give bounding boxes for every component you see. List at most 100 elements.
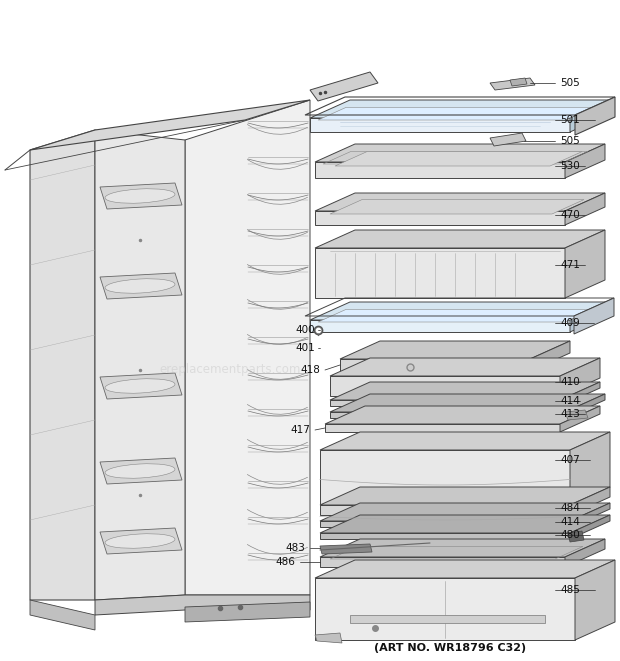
Ellipse shape	[105, 279, 175, 293]
Polygon shape	[530, 341, 570, 371]
Text: 417: 417	[290, 425, 310, 435]
Polygon shape	[330, 394, 605, 412]
Polygon shape	[575, 97, 615, 135]
Polygon shape	[490, 78, 535, 90]
Polygon shape	[30, 130, 95, 600]
Text: 409: 409	[560, 318, 580, 328]
Polygon shape	[565, 193, 605, 225]
Polygon shape	[30, 100, 310, 150]
Polygon shape	[95, 130, 185, 600]
Polygon shape	[315, 144, 605, 162]
Ellipse shape	[105, 189, 175, 203]
Polygon shape	[320, 544, 372, 554]
Text: 484: 484	[560, 503, 580, 513]
Text: 485: 485	[560, 585, 580, 595]
Polygon shape	[570, 432, 610, 505]
Text: 505: 505	[560, 136, 580, 146]
Text: 413: 413	[560, 409, 580, 419]
Polygon shape	[100, 273, 182, 299]
Text: 407: 407	[560, 455, 580, 465]
Polygon shape	[325, 406, 600, 424]
Polygon shape	[320, 515, 610, 533]
Polygon shape	[560, 382, 600, 406]
Polygon shape	[100, 458, 182, 484]
Polygon shape	[100, 373, 182, 399]
Polygon shape	[30, 600, 95, 630]
Polygon shape	[330, 400, 560, 406]
Polygon shape	[565, 410, 588, 420]
Polygon shape	[570, 100, 610, 132]
Text: 470: 470	[560, 210, 580, 220]
Polygon shape	[565, 539, 605, 567]
Polygon shape	[570, 487, 610, 515]
Polygon shape	[100, 528, 182, 554]
Text: 501: 501	[560, 115, 580, 125]
Polygon shape	[315, 211, 565, 225]
Polygon shape	[315, 578, 575, 640]
Polygon shape	[185, 100, 310, 595]
Text: 418: 418	[300, 365, 320, 375]
Polygon shape	[510, 78, 527, 86]
Text: 410: 410	[560, 377, 580, 387]
Polygon shape	[320, 487, 610, 505]
Polygon shape	[335, 151, 582, 166]
Polygon shape	[570, 302, 610, 332]
Polygon shape	[320, 505, 570, 515]
Ellipse shape	[105, 379, 175, 393]
Polygon shape	[350, 615, 545, 623]
Polygon shape	[310, 302, 610, 320]
Polygon shape	[310, 320, 570, 332]
Text: 505: 505	[560, 78, 580, 88]
Polygon shape	[95, 595, 310, 615]
Polygon shape	[330, 200, 584, 214]
Polygon shape	[320, 557, 565, 567]
Polygon shape	[570, 503, 610, 527]
Polygon shape	[490, 133, 526, 146]
Polygon shape	[315, 633, 342, 643]
Text: 486: 486	[275, 557, 295, 567]
Polygon shape	[315, 248, 565, 298]
Text: 530: 530	[560, 161, 580, 171]
Polygon shape	[330, 382, 600, 400]
Polygon shape	[185, 602, 310, 622]
Polygon shape	[565, 144, 605, 178]
Polygon shape	[560, 358, 600, 396]
Polygon shape	[100, 183, 182, 209]
Text: 471: 471	[560, 260, 580, 270]
Polygon shape	[568, 531, 584, 542]
Polygon shape	[565, 230, 605, 298]
Polygon shape	[310, 100, 610, 118]
Text: 400: 400	[295, 325, 315, 335]
Text: 414: 414	[560, 396, 580, 406]
Polygon shape	[560, 406, 600, 432]
Polygon shape	[320, 521, 570, 527]
Polygon shape	[575, 560, 615, 640]
Ellipse shape	[105, 534, 175, 548]
Polygon shape	[330, 376, 560, 396]
Polygon shape	[574, 298, 614, 334]
Polygon shape	[320, 450, 570, 505]
Ellipse shape	[105, 464, 175, 478]
Polygon shape	[330, 412, 565, 418]
Polygon shape	[325, 424, 560, 432]
Text: 414: 414	[560, 517, 580, 527]
Text: ereplacementparts.com: ereplacementparts.com	[159, 364, 301, 377]
Polygon shape	[320, 539, 605, 557]
Polygon shape	[330, 358, 600, 376]
Polygon shape	[315, 162, 565, 178]
Polygon shape	[310, 118, 570, 132]
Polygon shape	[320, 432, 610, 450]
Text: 483: 483	[285, 543, 305, 553]
Polygon shape	[340, 341, 570, 359]
Polygon shape	[315, 560, 615, 578]
Polygon shape	[340, 359, 530, 371]
Polygon shape	[320, 533, 570, 539]
Polygon shape	[565, 394, 605, 418]
Text: 480: 480	[560, 530, 580, 540]
Text: (ART NO. WR18796 C32): (ART NO. WR18796 C32)	[374, 643, 526, 653]
Polygon shape	[320, 503, 610, 521]
Polygon shape	[570, 515, 610, 539]
Polygon shape	[315, 193, 605, 211]
Text: 401: 401	[295, 343, 315, 353]
Polygon shape	[318, 107, 593, 120]
